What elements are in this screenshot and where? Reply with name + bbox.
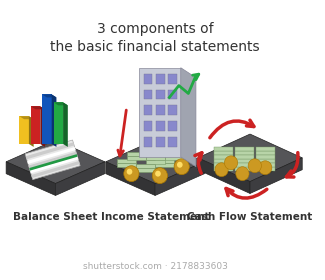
Polygon shape (156, 90, 165, 99)
Polygon shape (20, 116, 29, 144)
Polygon shape (139, 68, 181, 157)
Polygon shape (256, 163, 275, 167)
Circle shape (124, 166, 139, 182)
Polygon shape (214, 151, 233, 155)
Circle shape (177, 162, 183, 168)
Polygon shape (146, 156, 165, 160)
Polygon shape (168, 105, 177, 115)
Polygon shape (136, 164, 155, 168)
Circle shape (224, 156, 238, 170)
Polygon shape (198, 158, 250, 193)
Polygon shape (156, 105, 165, 115)
Text: shutterstock.com · 2178833603: shutterstock.com · 2178833603 (83, 262, 228, 271)
Polygon shape (144, 137, 152, 147)
Polygon shape (168, 137, 177, 147)
Polygon shape (256, 147, 275, 151)
Polygon shape (29, 152, 77, 169)
Text: Cash Flow Statement: Cash Flow Statement (188, 212, 313, 222)
Polygon shape (127, 156, 146, 160)
Polygon shape (156, 121, 165, 131)
Polygon shape (63, 102, 68, 147)
Polygon shape (40, 106, 45, 147)
Polygon shape (144, 105, 152, 115)
Polygon shape (256, 159, 275, 163)
Polygon shape (235, 159, 254, 163)
Polygon shape (235, 147, 254, 151)
Polygon shape (235, 167, 254, 171)
Polygon shape (54, 102, 63, 144)
Polygon shape (31, 106, 40, 144)
Polygon shape (30, 157, 78, 173)
Polygon shape (29, 154, 77, 171)
Polygon shape (146, 160, 165, 164)
Polygon shape (214, 155, 233, 159)
Polygon shape (165, 152, 184, 156)
Polygon shape (156, 74, 165, 83)
Polygon shape (6, 162, 56, 195)
Polygon shape (54, 102, 68, 105)
Polygon shape (56, 162, 105, 195)
Polygon shape (144, 74, 152, 83)
Polygon shape (117, 163, 136, 167)
Polygon shape (168, 74, 177, 83)
Circle shape (127, 169, 132, 175)
Circle shape (174, 159, 189, 175)
Polygon shape (214, 163, 233, 167)
Circle shape (236, 167, 249, 181)
Polygon shape (127, 152, 146, 156)
Polygon shape (42, 94, 52, 144)
Polygon shape (214, 167, 233, 171)
Polygon shape (198, 134, 302, 182)
Polygon shape (181, 68, 196, 167)
Circle shape (155, 171, 161, 177)
Polygon shape (156, 137, 165, 147)
Polygon shape (106, 140, 204, 184)
Polygon shape (168, 121, 177, 131)
Polygon shape (144, 121, 152, 131)
Polygon shape (165, 156, 184, 160)
Polygon shape (31, 106, 45, 109)
Polygon shape (256, 167, 275, 171)
Polygon shape (235, 151, 254, 155)
Polygon shape (155, 159, 174, 163)
Polygon shape (27, 147, 75, 164)
Polygon shape (256, 155, 275, 159)
Text: the basic financial statements: the basic financial statements (50, 40, 260, 54)
Circle shape (248, 159, 261, 173)
Polygon shape (106, 162, 155, 195)
Polygon shape (52, 94, 57, 147)
Polygon shape (168, 90, 177, 99)
Polygon shape (235, 155, 254, 159)
Polygon shape (144, 90, 152, 99)
Polygon shape (31, 161, 80, 178)
Polygon shape (6, 140, 105, 184)
Text: 3 components of: 3 components of (97, 22, 214, 36)
Text: Income Statement: Income Statement (101, 212, 209, 222)
Polygon shape (155, 163, 174, 167)
Polygon shape (25, 140, 80, 179)
Polygon shape (256, 151, 275, 155)
Circle shape (215, 163, 228, 177)
Text: Balance Sheet: Balance Sheet (13, 212, 98, 222)
Polygon shape (214, 147, 233, 151)
Polygon shape (42, 94, 57, 97)
Circle shape (152, 168, 167, 184)
Polygon shape (155, 162, 204, 195)
Polygon shape (26, 142, 74, 159)
Polygon shape (20, 116, 34, 119)
Polygon shape (117, 159, 136, 163)
Circle shape (259, 161, 272, 175)
Polygon shape (29, 116, 34, 147)
Polygon shape (235, 163, 254, 167)
Polygon shape (136, 168, 155, 172)
Polygon shape (214, 159, 233, 163)
Polygon shape (250, 158, 302, 193)
